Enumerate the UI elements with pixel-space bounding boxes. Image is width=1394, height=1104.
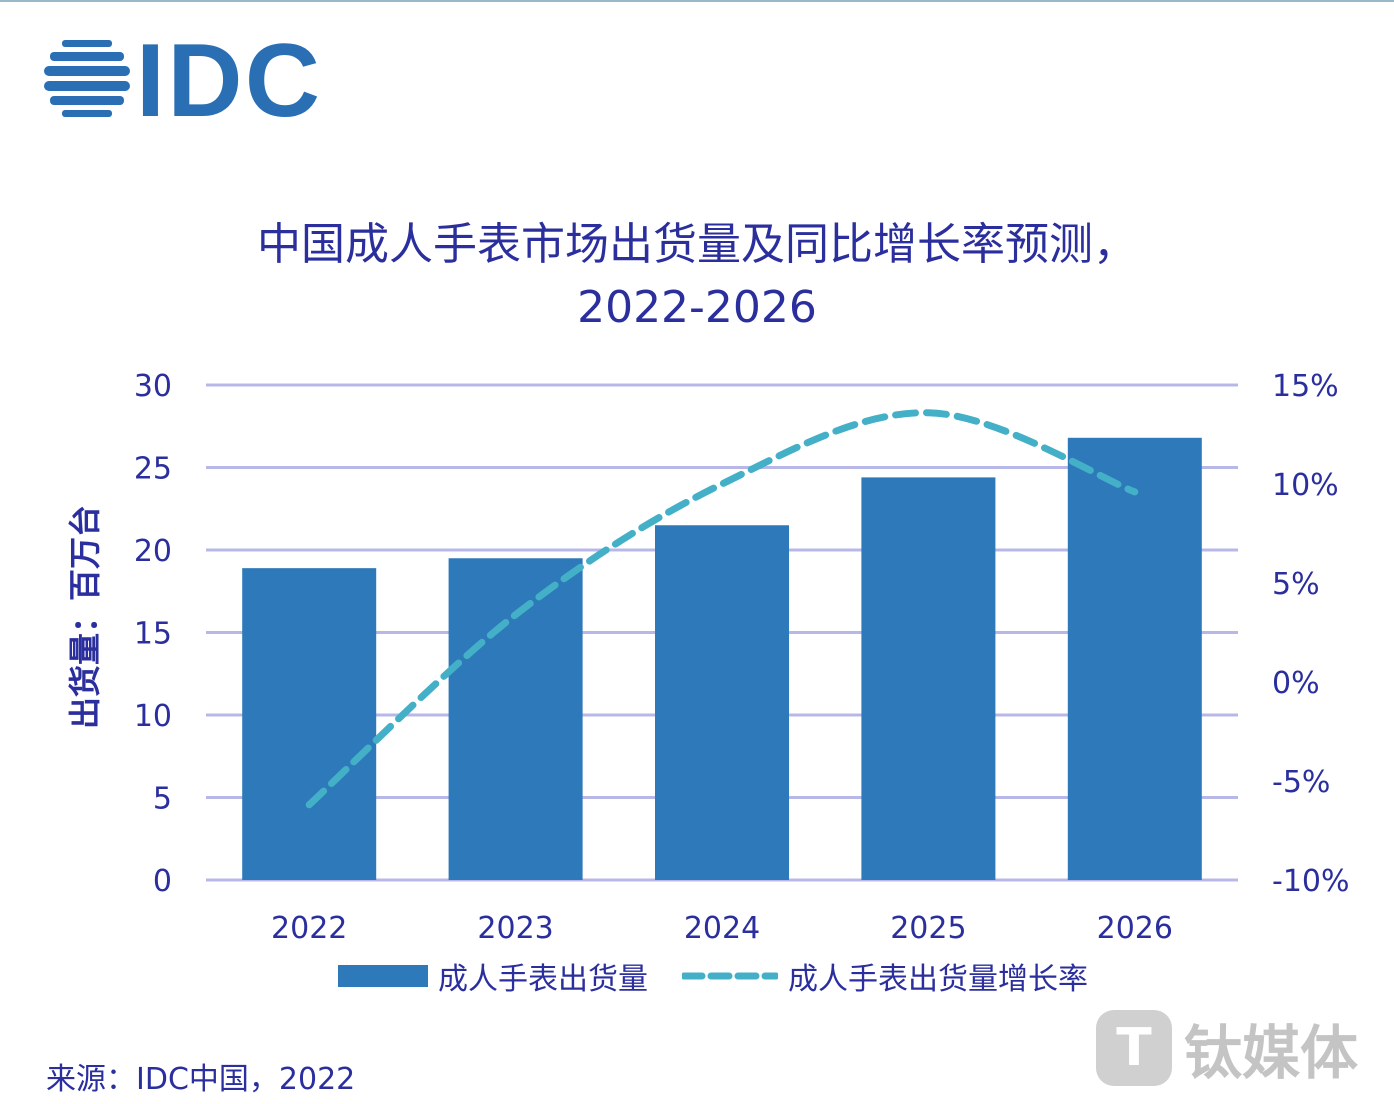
y-tick-label: 0 bbox=[153, 864, 172, 899]
x-tick-label: 2026 bbox=[1097, 911, 1173, 946]
legend: 成人手表出货量 成人手表出货量增长率 bbox=[338, 954, 1088, 998]
watermark: T 钛媒体 bbox=[1096, 1006, 1358, 1090]
chart-title-line1: 中国成人手表市场出货量及同比增长率预测， bbox=[257, 219, 1137, 270]
x-tick-label: 2023 bbox=[477, 911, 553, 946]
bar bbox=[655, 525, 789, 880]
chart-title-line2: 2022-2026 bbox=[577, 282, 817, 333]
y-tick-label: 30 bbox=[134, 369, 172, 404]
bar bbox=[242, 568, 377, 880]
x-tick-label: 2022 bbox=[271, 911, 347, 946]
y2-tick-label: 10% bbox=[1272, 468, 1339, 503]
y-tick-label: 20 bbox=[134, 534, 172, 569]
legend-bar-swatch bbox=[338, 965, 428, 987]
x-tick-label: 2025 bbox=[890, 911, 966, 946]
y2-tick-label: 0% bbox=[1272, 666, 1320, 701]
growth-rate-line bbox=[305, 409, 1139, 809]
legend-line-label: 成人手表出货量增长率 bbox=[788, 962, 1088, 997]
watermark-logo-icon: T bbox=[1096, 1010, 1172, 1086]
y-tick-label: 10 bbox=[134, 699, 172, 734]
y-axis-label: 出货量：百万台 bbox=[66, 505, 104, 729]
source-note: 来源：IDC中国，2022 bbox=[46, 1062, 356, 1097]
x-tick-label: 2024 bbox=[684, 911, 760, 946]
y-tick-label: 25 bbox=[134, 452, 172, 487]
y2-tick-label: -5% bbox=[1272, 765, 1330, 800]
bar bbox=[861, 477, 996, 880]
y2-tick-label: 5% bbox=[1272, 567, 1320, 602]
legend-line-swatch bbox=[682, 972, 778, 980]
legend-bar-label: 成人手表出货量 bbox=[438, 962, 648, 997]
y-tick-label: 5 bbox=[153, 782, 172, 817]
svg-text:IDC: IDC bbox=[136, 38, 320, 120]
bar bbox=[448, 558, 583, 880]
y-tick-label: 15 bbox=[134, 617, 172, 652]
bar bbox=[1067, 437, 1202, 880]
y2-tick-label: -10% bbox=[1272, 864, 1350, 899]
idc-logo: IDC bbox=[44, 38, 320, 120]
y2-tick-label: 15% bbox=[1272, 369, 1339, 404]
